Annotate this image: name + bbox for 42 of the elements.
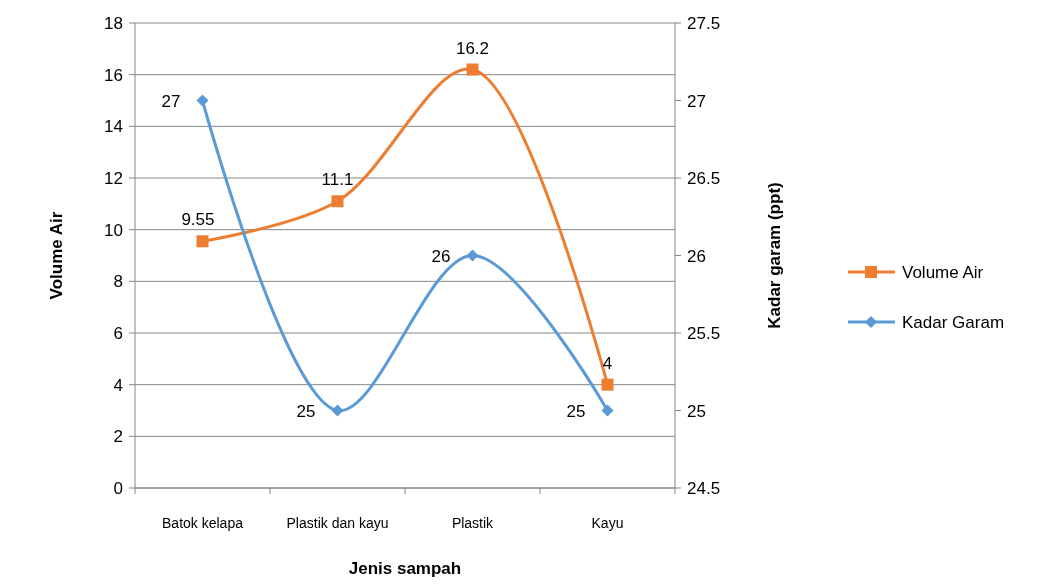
x-axis-title: Jenis sampah (348, 559, 462, 578)
y-tick-label: 12 (104, 169, 123, 188)
data-label: 27 (161, 91, 181, 111)
y-tick-label: 10 (104, 220, 123, 240)
point (196, 235, 209, 248)
y2-tick-label: 26 (687, 246, 706, 266)
point (601, 404, 614, 417)
y-tick-label: 2 (113, 427, 123, 447)
data-label: 25 (566, 401, 586, 421)
y2-tick-label: 25 (687, 401, 706, 421)
point (466, 63, 479, 76)
y-tick-label: 4 (113, 375, 123, 395)
y-axis-title: Volume Air (47, 211, 66, 300)
y2-tick-label: 24.5 (687, 479, 721, 498)
y2-tick-label: 26.5 (687, 169, 721, 188)
y-tick-label: 14 (104, 117, 123, 137)
y-tick-label: 8 (113, 272, 123, 292)
legend-label: Volume Air (902, 263, 984, 282)
data-label: 9.55 (181, 210, 215, 230)
y-tick-label: 16 (104, 65, 123, 85)
y2-tick-label: 27.5 (687, 14, 721, 33)
y-tick-label: 18 (104, 14, 123, 33)
data-label: 26 (431, 246, 451, 266)
point (466, 249, 479, 262)
point (331, 404, 344, 417)
y2-axis-title: Kadar garam (ppt) (765, 182, 784, 329)
point (331, 195, 344, 208)
point (601, 378, 614, 391)
y-tick-label: 6 (113, 324, 123, 343)
legend-label: Kadar Garam (902, 313, 1005, 332)
y2-tick-label: 25.5 (687, 324, 721, 343)
data-label: 16.2 (455, 38, 490, 58)
data-label: 4 (602, 353, 613, 373)
data-label: 25 (296, 401, 316, 421)
y2-tick-label: 27 (687, 91, 706, 111)
point (196, 94, 209, 107)
x-tick-label: Kayu (591, 515, 624, 531)
x-tick-label: Plastik dan kayu (286, 515, 389, 531)
x-tick-label: Plastik (451, 515, 495, 531)
x-tick-label: Batok kelapa (162, 515, 244, 531)
data-label: 11.1 (321, 170, 354, 190)
y-tick-label: 0 (113, 479, 123, 498)
